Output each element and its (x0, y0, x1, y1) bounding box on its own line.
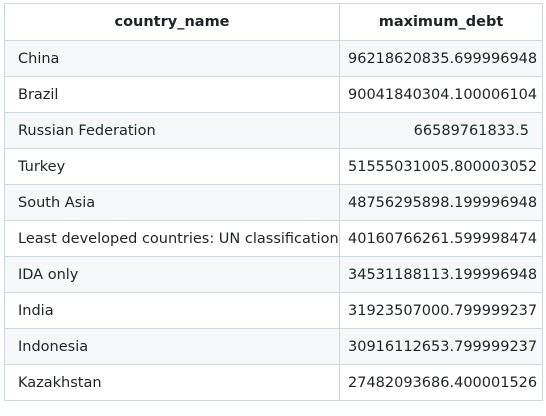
cell-country-name: IDA only (4, 256, 340, 293)
cell-maximum-debt: 51555031005.800003052 (339, 148, 543, 185)
results-table: country_name maximum_debt China 96218620… (4, 3, 543, 401)
column-header-maximum-debt[interactable]: maximum_debt (339, 3, 543, 41)
table-row: Brazil 90041840304.100006104 (4, 76, 543, 113)
cell-maximum-debt: 66589761833.5 (339, 112, 543, 149)
cell-maximum-debt: 34531188113.199996948 (339, 256, 543, 293)
cell-country-name: Kazakhstan (4, 364, 340, 401)
cell-maximum-debt: 30916112653.799999237 (339, 328, 543, 365)
cell-maximum-debt: 31923507000.799999237 (339, 292, 543, 329)
cell-country-name: Russian Federation (4, 112, 340, 149)
table-header-row: country_name maximum_debt (4, 3, 543, 41)
results-table-container: country_name maximum_debt China 96218620… (4, 3, 543, 401)
table-row: Russian Federation 66589761833.5 (4, 112, 543, 149)
cell-country-name: South Asia (4, 184, 340, 221)
cell-country-name: Least developed countries: UN classifica… (4, 220, 340, 257)
table-row: China 96218620835.699996948 (4, 40, 543, 77)
cell-maximum-debt: 27482093686.400001526 (339, 364, 543, 401)
table-row: South Asia 48756295898.199996948 (4, 184, 543, 221)
column-header-country-name[interactable]: country_name (4, 3, 340, 41)
cell-maximum-debt: 96218620835.699996948 (339, 40, 543, 77)
cell-maximum-debt: 48756295898.199996948 (339, 184, 543, 221)
table-row: Least developed countries: UN classifica… (4, 220, 543, 257)
table-row: Kazakhstan 27482093686.400001526 (4, 364, 543, 401)
table-row: Turkey 51555031005.800003052 (4, 148, 543, 185)
cell-country-name: India (4, 292, 340, 329)
table-row: Indonesia 30916112653.799999237 (4, 328, 543, 365)
table-row: IDA only 34531188113.199996948 (4, 256, 543, 293)
table-row: India 31923507000.799999237 (4, 292, 543, 329)
cell-maximum-debt: 40160766261.599998474 (339, 220, 543, 257)
cell-country-name: Turkey (4, 148, 340, 185)
cell-maximum-debt: 90041840304.100006104 (339, 76, 543, 113)
cell-country-name: Indonesia (4, 328, 340, 365)
cell-country-name: Brazil (4, 76, 340, 113)
cell-country-name: China (4, 40, 340, 77)
